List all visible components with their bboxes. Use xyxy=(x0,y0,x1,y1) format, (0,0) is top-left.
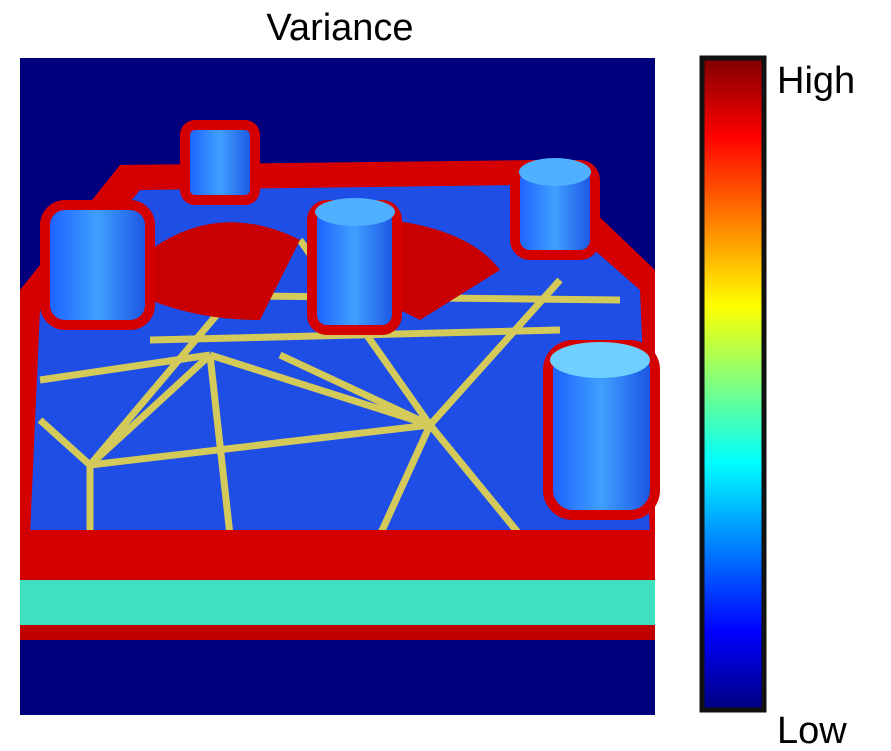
colorbar-high-label: High xyxy=(777,60,855,102)
title: Variance xyxy=(266,7,413,49)
colorbar xyxy=(702,58,764,710)
variance-image xyxy=(20,58,655,715)
figure: Variance xyxy=(0,0,891,751)
colorbar-low-label: Low xyxy=(777,710,847,751)
